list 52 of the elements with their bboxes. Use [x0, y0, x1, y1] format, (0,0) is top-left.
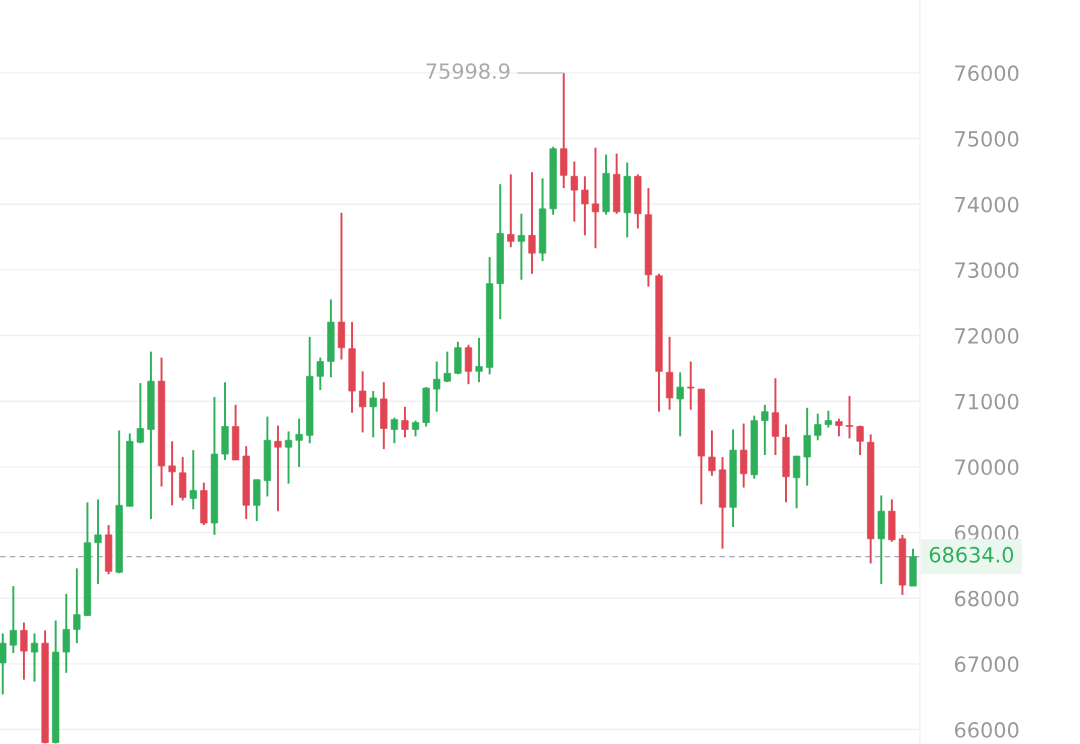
candlestick	[284, 430, 293, 485]
candlestick	[62, 592, 70, 674]
candlestick	[390, 416, 399, 445]
candlestick	[570, 160, 578, 223]
candlestick	[740, 422, 748, 489]
annotation: 75998.9	[426, 63, 510, 80]
candlestick	[792, 455, 801, 510]
y-tick-label: 68000	[954, 590, 1019, 607]
y-tick-label: 76000	[955, 65, 1019, 82]
candlestick	[189, 449, 197, 511]
candlestick	[316, 356, 324, 392]
ref-line-label: 68634.0	[929, 546, 1014, 563]
candlestick	[464, 343, 473, 386]
candlestick	[30, 632, 39, 683]
y-tick-label: 74000	[955, 196, 1019, 213]
candlestick	[168, 440, 176, 507]
candlestick	[443, 350, 451, 384]
y-tick-label: 72000	[955, 328, 1019, 344]
candlestick	[295, 417, 303, 468]
candlestick	[136, 382, 144, 445]
candlestick	[856, 424, 864, 457]
y-tick-label: 73000	[955, 262, 1019, 279]
candlestick	[358, 370, 367, 434]
candlestick	[517, 212, 526, 281]
candlestick	[0, 632, 7, 696]
candlestick	[687, 360, 695, 411]
candlestick	[528, 171, 536, 275]
candlestick	[507, 173, 515, 249]
candlestick	[845, 395, 854, 440]
candlestick	[73, 567, 81, 645]
candlestick	[401, 405, 409, 439]
candlestick	[676, 371, 684, 438]
y-tick-label: 71000	[955, 393, 1019, 410]
y-tick-label: 69000	[954, 525, 1019, 541]
candlestick	[814, 412, 822, 442]
y-tick-label: 66000	[954, 722, 1019, 738]
candlestick	[581, 175, 589, 237]
candlestick	[20, 621, 28, 681]
candlestick	[369, 390, 377, 439]
candlestick	[94, 498, 102, 586]
y-tick-label: 70000	[955, 459, 1019, 476]
candlestick	[761, 403, 769, 457]
y-tick-label: 67000	[954, 656, 1019, 673]
candlestick	[591, 146, 600, 250]
candlestick	[803, 406, 811, 487]
candlestick	[771, 377, 780, 457]
y-tick-label: 75000	[955, 131, 1019, 147]
candlestick	[708, 429, 716, 477]
candlestick	[475, 336, 483, 384]
candlestick	[433, 360, 441, 413]
candlestick	[9, 585, 17, 655]
candlestick	[274, 424, 282, 513]
